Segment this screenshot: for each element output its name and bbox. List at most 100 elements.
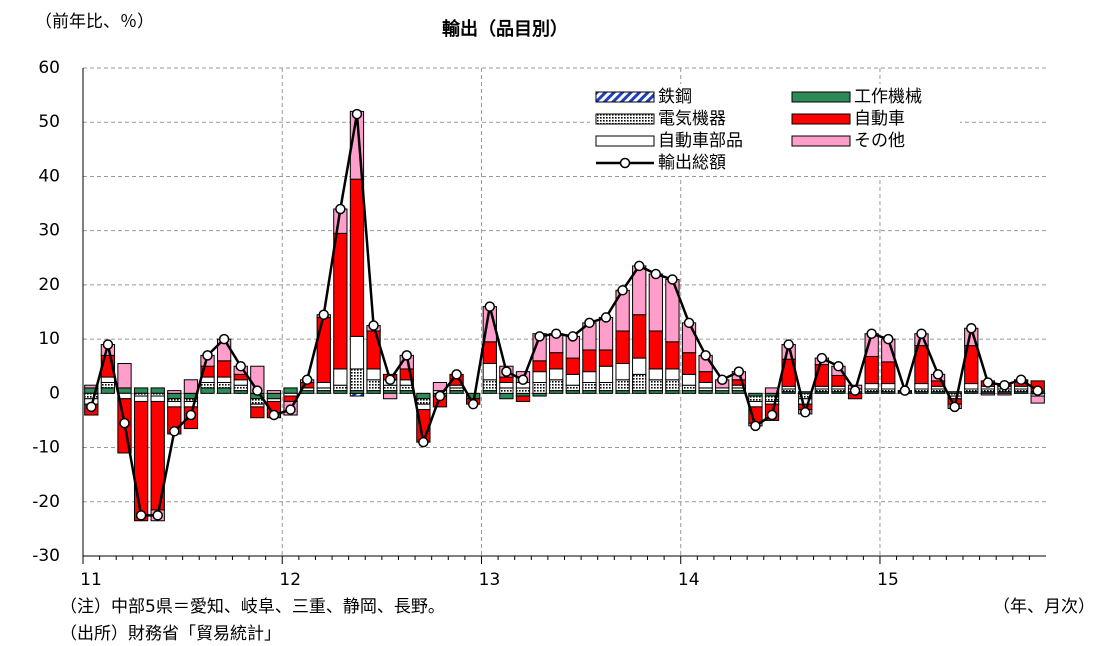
- bar-segment: [366, 379, 381, 392]
- bar-segment: [167, 390, 182, 394]
- total-marker: [268, 409, 280, 421]
- x-tick-label: 14: [678, 570, 700, 590]
- x-tick-label: 15: [877, 570, 899, 590]
- bar-segment: [200, 381, 215, 389]
- total-marker: [633, 260, 645, 272]
- total-marker: [600, 312, 612, 323]
- bar-segment: [366, 368, 381, 381]
- total-marker: [135, 510, 147, 521]
- bar-segment: [698, 371, 713, 383]
- bar-segment: [333, 232, 348, 370]
- bar-segment: [648, 330, 663, 370]
- total-marker: [384, 374, 396, 386]
- y-tick-label: 10: [38, 329, 60, 349]
- legend-label: その他: [854, 131, 905, 151]
- bar-segment: [233, 384, 248, 392]
- bar-segment: [748, 395, 763, 402]
- total-marker: [617, 285, 628, 296]
- legend-label: 自動車部品: [658, 131, 743, 151]
- total-marker: [534, 331, 545, 342]
- legend-swatch: [595, 113, 655, 125]
- bar-segment: [549, 352, 564, 370]
- note: （注）中部5県＝愛知、岐阜、三重、静岡、長野。: [60, 597, 445, 617]
- y-axis-label: （前年比、％）: [35, 12, 154, 32]
- total-marker: [501, 366, 512, 377]
- total-marker: [484, 301, 496, 312]
- total-marker: [716, 374, 728, 386]
- x-tick-label: 12: [279, 570, 301, 590]
- bar-segment: [831, 374, 846, 387]
- total-marker: [982, 377, 994, 388]
- bar-segment: [864, 383, 879, 390]
- total-marker: [833, 360, 844, 372]
- legend-swatch: [595, 135, 655, 147]
- bar-segment: [632, 357, 647, 375]
- y-tick-label: 40: [38, 166, 60, 186]
- bar-segment: [216, 360, 232, 378]
- total-marker: [434, 390, 446, 402]
- bar-segment: [615, 379, 630, 392]
- legend-swatch: [791, 135, 851, 147]
- bar-segment: [665, 379, 680, 392]
- bar-segment: [515, 387, 531, 394]
- bar-segment: [133, 387, 149, 394]
- bar-segment: [200, 387, 215, 394]
- bar-segment: [532, 371, 547, 383]
- total-marker: [169, 426, 180, 437]
- x-tick-label: 13: [479, 570, 501, 590]
- total-marker: [766, 409, 778, 421]
- bar-segment: [216, 376, 232, 383]
- total-marker: [584, 317, 595, 329]
- total-marker: [667, 274, 678, 285]
- bar-segment: [914, 383, 929, 390]
- bar-segment: [681, 384, 697, 392]
- total-marker: [218, 333, 230, 345]
- bar-segment: [881, 361, 896, 385]
- bar-segment: [100, 376, 116, 383]
- total-marker: [1032, 385, 1043, 396]
- y-tick-label: 30: [38, 221, 60, 241]
- bar-segment: [482, 363, 497, 381]
- bar-segment: [499, 376, 514, 383]
- bar-segment: [632, 314, 647, 359]
- total-marker: [285, 404, 296, 415]
- total-marker: [119, 417, 130, 429]
- total-marker: [318, 309, 329, 320]
- bar-segment: [648, 379, 663, 392]
- total-marker: [849, 385, 861, 396]
- bar-segment: [549, 368, 564, 381]
- legend-swatch: [791, 91, 851, 103]
- bar-segment: [150, 387, 165, 394]
- y-tick-label: -30: [32, 546, 60, 566]
- bar-segment: [598, 365, 614, 383]
- bar-segment: [216, 381, 232, 389]
- total-marker: [102, 339, 114, 350]
- bar-segment: [648, 273, 663, 332]
- bar-segment: [250, 406, 265, 419]
- legend-label: 自動車: [854, 109, 905, 129]
- total-marker: [650, 268, 662, 280]
- total-marker: [999, 379, 1010, 391]
- bar-segment: [615, 363, 630, 381]
- bar-segment: [681, 373, 697, 386]
- total-marker: [550, 328, 562, 339]
- total-marker: [401, 350, 413, 361]
- bar-segment: [499, 392, 514, 400]
- bar-segment: [980, 392, 996, 396]
- bar-segment: [216, 387, 232, 394]
- y-tick-label: 50: [38, 112, 60, 132]
- bar-segment: [748, 400, 763, 408]
- y-tick-label: -20: [32, 492, 60, 512]
- bar-segment: [167, 392, 182, 400]
- legend-swatch: [791, 113, 851, 125]
- bar-segment: [964, 383, 979, 390]
- bar-segment: [200, 376, 215, 383]
- total-line: [90, 113, 1039, 517]
- bar-segment: [1030, 395, 1045, 404]
- bar-segment: [349, 178, 365, 337]
- total-marker: [351, 108, 363, 120]
- bar-segment: [333, 368, 348, 386]
- y-tick-label: 0: [49, 383, 60, 403]
- bar-segment: [632, 373, 647, 392]
